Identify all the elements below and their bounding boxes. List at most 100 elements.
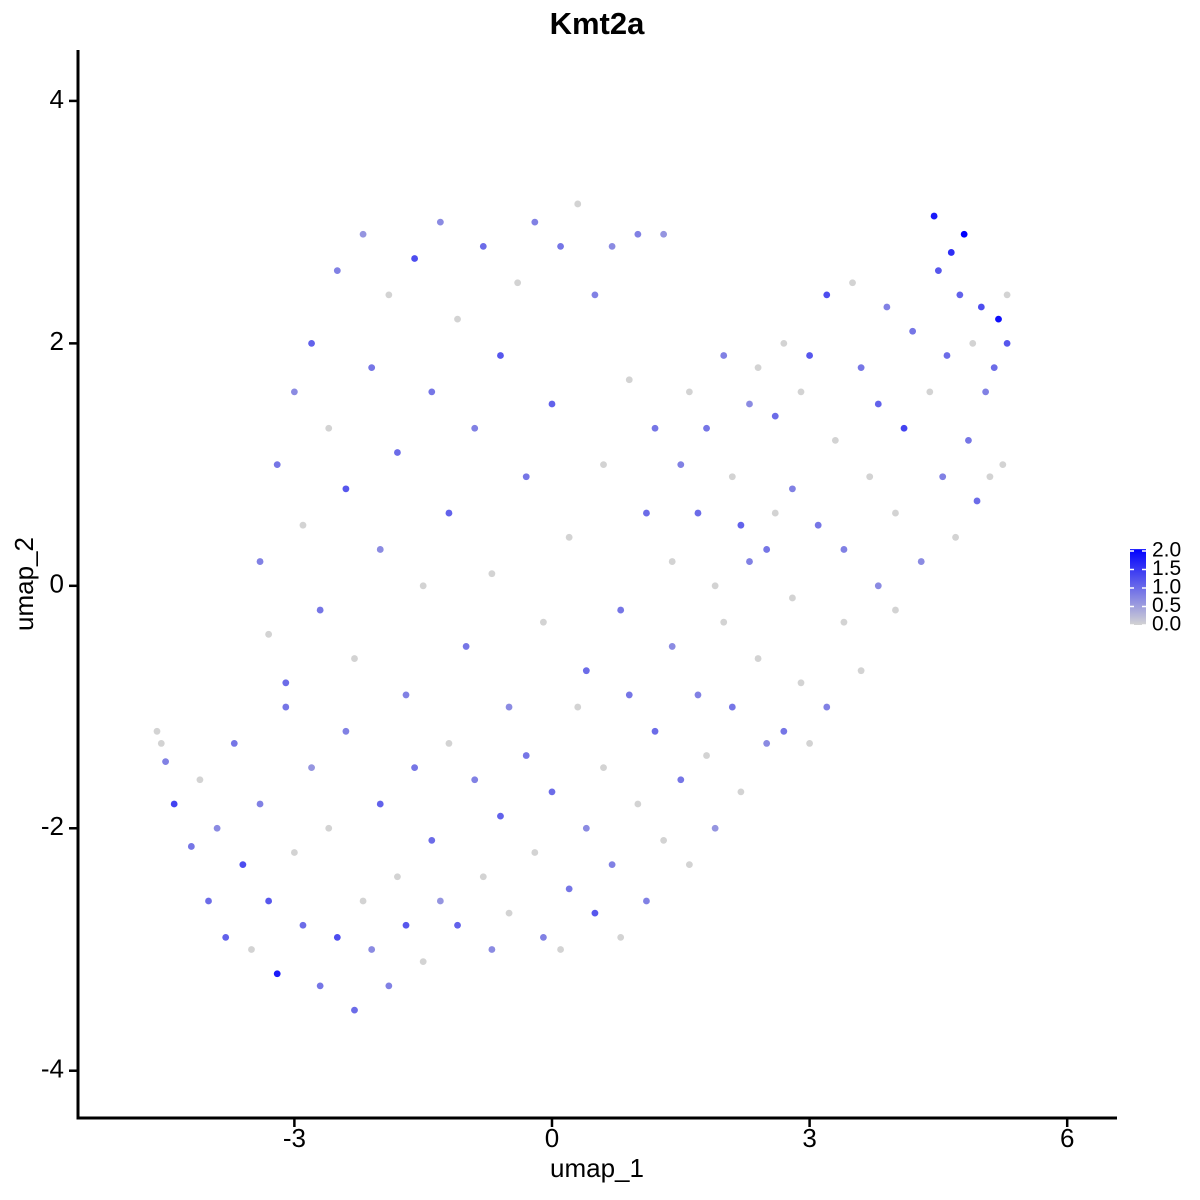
point bbox=[230, 740, 238, 747]
point bbox=[831, 436, 839, 444]
point bbox=[256, 800, 264, 808]
point bbox=[694, 509, 702, 517]
point bbox=[308, 764, 315, 772]
x-tick-label: 6 bbox=[1060, 1123, 1074, 1153]
point bbox=[874, 400, 882, 408]
point bbox=[522, 473, 530, 481]
point bbox=[660, 230, 668, 238]
point bbox=[213, 824, 221, 832]
y-tick-label: 2 bbox=[50, 326, 64, 356]
point bbox=[565, 885, 573, 893]
point bbox=[600, 461, 607, 468]
point bbox=[617, 606, 625, 614]
point bbox=[497, 812, 504, 820]
point bbox=[479, 873, 487, 881]
colorbar-label: 0.5 bbox=[1152, 594, 1181, 617]
y-tick-label: -4 bbox=[41, 1054, 64, 1084]
point bbox=[883, 303, 891, 311]
point bbox=[685, 388, 693, 396]
point bbox=[540, 933, 547, 941]
point bbox=[522, 752, 530, 759]
point bbox=[982, 388, 990, 396]
point bbox=[771, 412, 779, 420]
point bbox=[728, 473, 736, 481]
point bbox=[351, 655, 358, 662]
point bbox=[763, 546, 771, 553]
point bbox=[273, 461, 281, 468]
point bbox=[857, 364, 865, 372]
point bbox=[342, 485, 350, 493]
point bbox=[1003, 291, 1011, 299]
point bbox=[368, 946, 376, 953]
point bbox=[947, 249, 955, 256]
point bbox=[634, 800, 642, 808]
point bbox=[582, 667, 590, 675]
point bbox=[780, 339, 788, 347]
point bbox=[814, 521, 822, 529]
point bbox=[265, 630, 273, 638]
point bbox=[454, 921, 461, 929]
point bbox=[419, 582, 427, 590]
point bbox=[316, 606, 324, 614]
point bbox=[995, 315, 1002, 323]
point bbox=[582, 824, 590, 832]
point bbox=[926, 388, 934, 396]
point bbox=[857, 667, 865, 675]
point bbox=[892, 606, 899, 614]
point bbox=[290, 388, 298, 396]
point bbox=[900, 424, 908, 432]
point bbox=[643, 897, 650, 905]
point bbox=[428, 388, 436, 396]
point bbox=[720, 352, 728, 359]
point bbox=[342, 727, 350, 735]
point bbox=[505, 909, 513, 917]
point bbox=[248, 946, 255, 953]
point bbox=[273, 970, 281, 978]
point bbox=[849, 279, 856, 287]
point bbox=[205, 897, 212, 905]
point bbox=[316, 982, 324, 990]
point bbox=[574, 200, 582, 208]
point bbox=[960, 230, 968, 238]
point bbox=[157, 740, 165, 747]
point bbox=[874, 582, 882, 590]
point bbox=[402, 921, 410, 929]
point bbox=[411, 764, 419, 772]
point bbox=[625, 376, 633, 384]
point bbox=[866, 473, 874, 481]
point bbox=[600, 764, 607, 772]
point bbox=[531, 218, 539, 226]
point bbox=[333, 267, 341, 275]
point bbox=[256, 558, 264, 565]
point bbox=[359, 897, 367, 905]
point bbox=[282, 703, 290, 711]
point bbox=[445, 740, 453, 747]
point bbox=[557, 946, 564, 953]
point bbox=[514, 279, 522, 287]
x-tick-label: 0 bbox=[545, 1123, 559, 1153]
point bbox=[376, 800, 384, 808]
point bbox=[823, 703, 831, 711]
colorbar-label: 1.5 bbox=[1152, 557, 1181, 580]
point bbox=[428, 836, 436, 844]
point bbox=[479, 242, 487, 250]
point bbox=[677, 461, 685, 468]
point bbox=[806, 352, 813, 359]
point bbox=[488, 570, 496, 578]
point bbox=[385, 982, 393, 990]
point bbox=[488, 946, 496, 953]
point bbox=[977, 303, 985, 311]
point bbox=[952, 533, 959, 541]
point bbox=[222, 933, 230, 941]
point bbox=[402, 691, 410, 699]
point bbox=[643, 509, 650, 517]
point bbox=[471, 776, 479, 784]
point bbox=[591, 909, 599, 917]
point bbox=[973, 497, 981, 505]
point bbox=[308, 339, 315, 347]
point bbox=[917, 558, 925, 565]
point bbox=[454, 315, 461, 323]
colorbar-label: 1.0 bbox=[1152, 576, 1181, 599]
point bbox=[162, 758, 169, 765]
point bbox=[934, 267, 942, 275]
